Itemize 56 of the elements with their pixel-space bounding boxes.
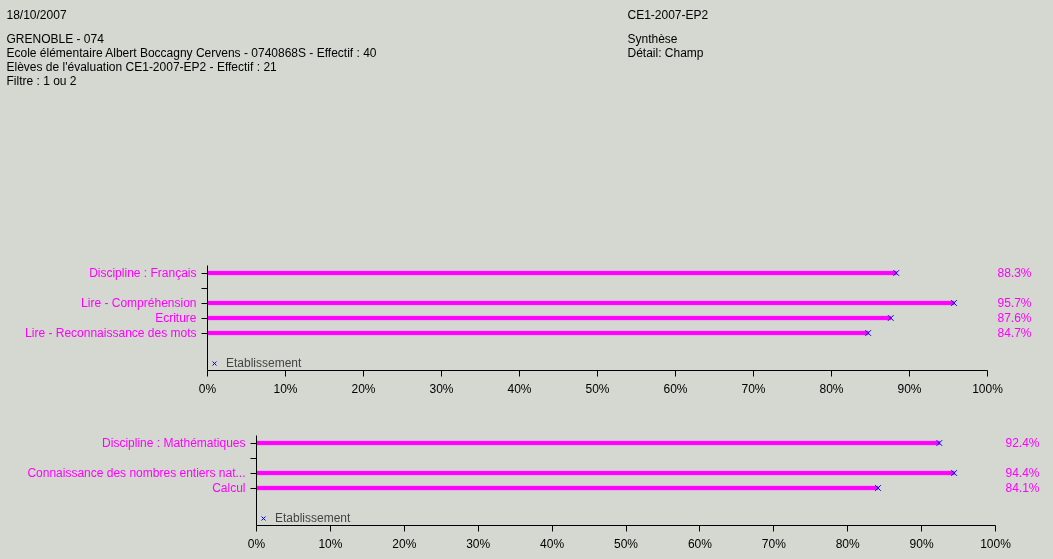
point xyxy=(887,314,895,322)
y-tick-label: Lire - Compréhension xyxy=(81,296,197,310)
legend-label: Etablissement xyxy=(226,356,302,370)
legend-label: Etablissement xyxy=(275,511,351,525)
point xyxy=(892,269,900,277)
x-tick-label: 90% xyxy=(897,381,922,396)
text: Détail: Champ xyxy=(627,45,704,60)
text: 18/10/2007 xyxy=(6,7,67,22)
text: Synthèse xyxy=(627,31,678,46)
data-label: 95.7% xyxy=(997,296,1032,310)
data-label: 88.3% xyxy=(997,266,1032,280)
data-label: 84.7% xyxy=(997,326,1032,340)
bar xyxy=(256,440,940,446)
x-tick-label: 30% xyxy=(429,381,454,396)
bar xyxy=(207,315,892,321)
bar xyxy=(207,300,955,306)
x-tick-label: 0% xyxy=(198,381,217,396)
y-tick-label: Calcul xyxy=(212,481,246,495)
x-tick-label: 100% xyxy=(972,381,1004,396)
x-tick-label: 20% xyxy=(392,536,417,551)
text: GRENOBLE - 074 xyxy=(6,31,105,46)
bar xyxy=(256,485,879,491)
x-tick-label: 90% xyxy=(909,536,934,551)
x-tick-label: 70% xyxy=(761,536,787,551)
x-tick-label: 0% xyxy=(247,536,266,551)
point xyxy=(864,329,872,337)
y-tick-label: Ecriture xyxy=(155,311,197,325)
x-tick-label: 100% xyxy=(980,536,1012,551)
bar xyxy=(207,330,869,336)
x-tick-label: 40% xyxy=(540,536,565,551)
y-tick-label: Discipline : Français xyxy=(89,266,197,280)
text: Elèves de l'évaluation CE1-2007-EP2 - Effectif : 21 xyxy=(6,59,278,74)
y-tick-label: Connaissance des nombres entiers nat... xyxy=(27,466,246,480)
x-tick-label: 50% xyxy=(613,536,639,551)
x-tick-label: 70% xyxy=(741,381,766,396)
x-tick-label: 80% xyxy=(819,381,844,396)
x-tick-label: 20% xyxy=(351,381,376,396)
x-tick-label: 40% xyxy=(507,381,532,396)
text: Filtre : 1 ou 2 xyxy=(6,73,77,88)
data-label: 84.1% xyxy=(1005,481,1040,495)
text: Ecole élémentaire Albert Boccagny Cervens - 0740868S - Effectif : 40 xyxy=(6,45,377,60)
text: CE1-2007-EP2 xyxy=(627,7,709,22)
x-tick-label: 30% xyxy=(466,536,491,551)
x-tick-label: 60% xyxy=(687,536,713,551)
data-label: 94.4% xyxy=(1005,466,1040,480)
x-tick-label: 80% xyxy=(835,536,861,551)
bar xyxy=(207,270,897,276)
x-tick-label: 10% xyxy=(318,536,343,551)
data-label: 87.6% xyxy=(997,311,1032,325)
bar xyxy=(256,470,955,476)
y-tick-label: Lire - Reconnaissance des mots xyxy=(25,326,197,340)
data-label: 92.4% xyxy=(1005,436,1040,450)
y-tick-label: Discipline : Mathématiques xyxy=(102,436,246,450)
x-tick-label: 10% xyxy=(273,381,298,396)
x-tick-label: 50% xyxy=(585,381,610,396)
x-tick-label: 60% xyxy=(663,381,688,396)
